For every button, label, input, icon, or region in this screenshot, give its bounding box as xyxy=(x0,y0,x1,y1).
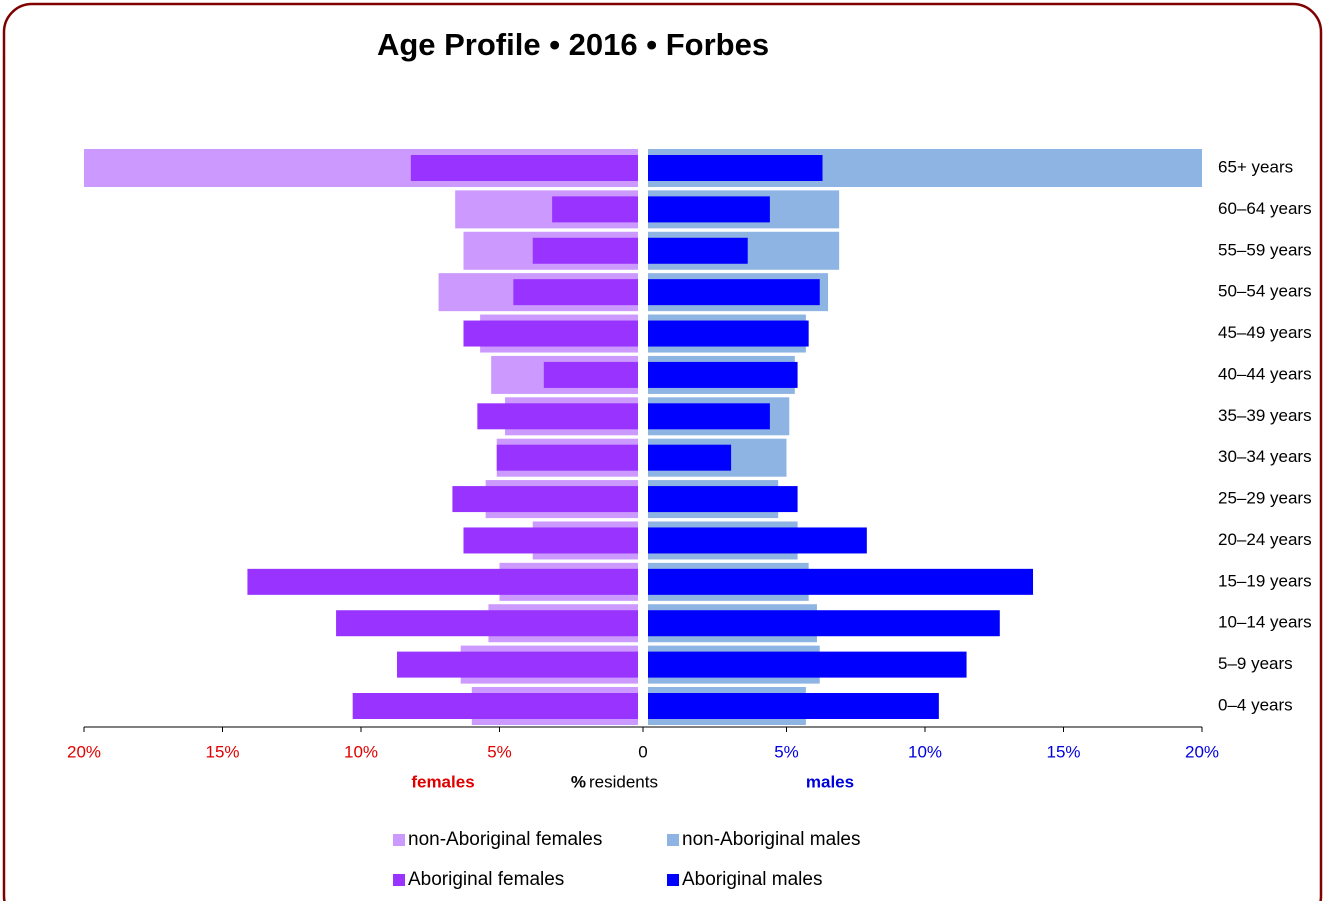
legend-label: non-Aboriginal females xyxy=(408,829,602,850)
bar xyxy=(648,651,967,678)
y-tick-label: 35–39 years xyxy=(1218,406,1312,425)
bar xyxy=(397,651,638,678)
bar xyxy=(648,196,770,223)
y-tick-label: 20–24 years xyxy=(1218,530,1312,549)
bar xyxy=(463,527,638,554)
bar xyxy=(352,693,638,719)
y-tick-label: 65+ years xyxy=(1218,157,1293,176)
x-label-bold: % xyxy=(571,772,586,791)
y-tick-label: 15–19 years xyxy=(1218,571,1312,590)
bar xyxy=(463,320,638,347)
chart-title: Age Profile • 2016 • Forbes xyxy=(377,27,769,62)
x-tick-label: 10% xyxy=(908,742,942,761)
y-tick-label: 50–54 years xyxy=(1218,282,1312,301)
x-tick-label: 10% xyxy=(344,742,378,761)
bar xyxy=(532,237,638,264)
bar xyxy=(648,237,748,264)
x-tick-label: 5% xyxy=(774,742,799,761)
bar xyxy=(452,486,638,513)
y-tick-label: 30–34 years xyxy=(1218,447,1312,466)
bar xyxy=(543,361,638,388)
bar xyxy=(496,444,638,471)
y-tick-label: 45–49 years xyxy=(1218,323,1312,342)
legend-label: Aboriginal males xyxy=(682,869,822,890)
bar xyxy=(648,486,798,513)
bar xyxy=(477,403,638,430)
bar xyxy=(648,361,798,388)
legend-label: non-Aboriginal males xyxy=(682,829,861,850)
bar xyxy=(247,568,638,595)
y-tick-label: 55–59 years xyxy=(1218,240,1312,259)
y-tick-label: 10–14 years xyxy=(1218,613,1312,632)
legend-swatch xyxy=(667,834,679,846)
bar xyxy=(648,527,867,554)
y-tick-label: 0–4 years xyxy=(1218,695,1293,714)
bar xyxy=(336,610,638,637)
bar xyxy=(410,155,638,181)
y-tick-label: 25–29 years xyxy=(1218,489,1312,508)
right-label: males xyxy=(806,772,854,791)
x-label: residents xyxy=(589,772,658,791)
bar xyxy=(648,155,823,181)
left-label: females xyxy=(411,772,474,791)
x-tick-label: 15% xyxy=(1046,742,1080,761)
y-tick-label: 60–64 years xyxy=(1218,199,1312,218)
legend-label: Aboriginal females xyxy=(408,869,564,890)
x-tick-label: 5% xyxy=(487,742,512,761)
x-tick-label: 20% xyxy=(1185,742,1219,761)
bar xyxy=(648,320,809,347)
bar xyxy=(513,279,638,306)
bar xyxy=(648,403,770,430)
y-tick-label: 40–44 years xyxy=(1218,364,1312,383)
legend-swatch xyxy=(667,874,679,886)
legend-swatch xyxy=(393,874,405,886)
bar xyxy=(552,196,638,223)
bar xyxy=(648,279,820,306)
x-tick-label: 15% xyxy=(205,742,239,761)
x-tick-label: 0 xyxy=(638,742,647,761)
x-tick-label: 20% xyxy=(67,742,101,761)
bar xyxy=(648,610,1000,637)
bar xyxy=(648,444,732,471)
legend-swatch xyxy=(393,834,405,846)
bar xyxy=(648,568,1034,595)
y-tick-label: 5–9 years xyxy=(1218,654,1293,673)
bar xyxy=(648,693,939,719)
